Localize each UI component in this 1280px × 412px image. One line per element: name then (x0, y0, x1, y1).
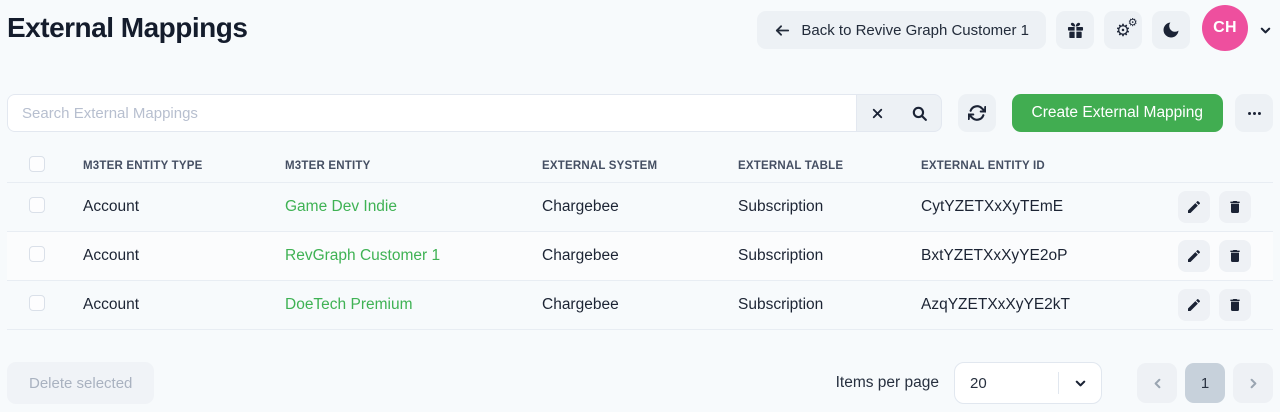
cogs-icon: ⚙ ⚙ (1115, 16, 1138, 40)
items-per-page-value: 20 (970, 374, 987, 392)
column-header-external-entity-id: EXTERNAL ENTITY ID (921, 160, 1045, 172)
column-header-entity: M3TER ENTITY (285, 160, 371, 172)
page-number-button[interactable]: 1 (1185, 363, 1225, 403)
back-button-label: Back to Revive Graph Customer 1 (801, 21, 1029, 39)
delete-button[interactable] (1219, 289, 1251, 321)
top-bar: External Mappings Back to Revive Graph C… (7, 0, 1273, 51)
toolbar: Create External Mapping (7, 94, 1273, 132)
chevron-left-icon (1150, 376, 1165, 391)
dark-mode-button[interactable] (1152, 11, 1190, 49)
row-checkbox[interactable] (29, 245, 45, 262)
cell-external-system: Chargebee (542, 296, 619, 313)
row-checkbox[interactable] (29, 196, 45, 213)
cell-external-table: Subscription (738, 247, 824, 264)
table-footer: Delete selected Items per page 20 1 (7, 362, 1273, 404)
top-actions: Back to Revive Graph Customer 1 ⚙ ⚙ (757, 5, 1273, 51)
items-per-page-select[interactable]: 20 (954, 362, 1102, 404)
cell-entity-link[interactable]: RevGraph Customer 1 (285, 247, 441, 264)
create-external-mapping-button[interactable]: Create External Mapping (1011, 94, 1223, 132)
items-per-page-label: Items per page (835, 374, 939, 391)
chevron-right-icon (1246, 376, 1261, 391)
ellipsis-icon (1246, 105, 1263, 122)
select-chevron-down-icon (1059, 376, 1101, 391)
edit-button[interactable] (1178, 289, 1210, 321)
delete-button[interactable] (1219, 191, 1251, 223)
pencil-icon (1186, 248, 1202, 264)
previous-page-button[interactable] (1137, 363, 1177, 403)
close-icon (870, 106, 885, 121)
user-menu-chevron-down-icon[interactable] (1258, 23, 1273, 38)
cell-external-table: Subscription (738, 296, 824, 313)
trash-icon (1227, 297, 1243, 313)
pagination: 1 (1137, 363, 1273, 403)
refresh-icon (967, 104, 986, 122)
cell-external-table: Subscription (738, 198, 824, 215)
trash-icon (1227, 248, 1243, 264)
gift-button[interactable] (1056, 11, 1094, 49)
footer-right: Items per page 20 1 (836, 362, 1273, 404)
table-row: Account RevGraph Customer 1 Chargebee Su… (7, 232, 1273, 281)
cell-external-system: Chargebee (542, 247, 619, 264)
select-divider (1058, 372, 1059, 394)
cell-entity-type: Account (83, 296, 140, 313)
pencil-icon (1186, 297, 1202, 313)
table-row: Account DoeTech Premium Chargebee Subscr… (7, 281, 1273, 330)
table-body: Account Game Dev Indie Chargebee Subscri… (7, 183, 1273, 330)
search-group (7, 94, 942, 132)
cell-entity-type: Account (83, 247, 140, 264)
column-header-external-table: EXTERNAL TABLE (738, 160, 844, 172)
settings-button[interactable]: ⚙ ⚙ (1104, 11, 1142, 49)
external-mappings-table: M3TER ENTITY TYPE M3TER ENTITY EXTERNAL … (7, 150, 1273, 330)
search-button[interactable] (899, 95, 941, 131)
table-header-row: M3TER ENTITY TYPE M3TER ENTITY EXTERNAL … (7, 150, 1273, 183)
more-options-button[interactable] (1235, 94, 1273, 132)
edit-button[interactable] (1178, 191, 1210, 223)
table-row: Account Game Dev Indie Chargebee Subscri… (7, 183, 1273, 232)
clear-search-button[interactable] (857, 95, 899, 131)
avatar-initials: CH (1213, 19, 1237, 36)
cell-external-entity-id: CytYZETXxXyTEmE (921, 198, 1064, 215)
cell-external-system: Chargebee (542, 198, 619, 215)
page-title: External Mappings (7, 12, 248, 43)
pencil-icon (1186, 199, 1202, 215)
delete-selected-button[interactable]: Delete selected (7, 362, 155, 404)
avatar[interactable]: CH (1202, 5, 1248, 51)
cell-entity-type: Account (83, 198, 140, 215)
cell-entity-link[interactable]: DoeTech Premium (285, 296, 413, 313)
cell-external-entity-id: AzqYZETXxXyYE2kT (921, 296, 1071, 313)
gift-icon (1066, 21, 1085, 40)
edit-button[interactable] (1178, 240, 1210, 272)
search-icon (911, 105, 928, 122)
cell-external-entity-id: BxtYZETXxXyYE2oP (921, 247, 1068, 264)
refresh-button[interactable] (957, 94, 996, 132)
row-checkbox[interactable] (29, 294, 45, 311)
next-page-button[interactable] (1233, 363, 1273, 403)
cell-entity-link[interactable]: Game Dev Indie (285, 198, 397, 215)
search-input[interactable] (8, 95, 857, 131)
back-button[interactable]: Back to Revive Graph Customer 1 (757, 11, 1046, 49)
moon-icon (1161, 20, 1181, 40)
select-all-checkbox[interactable] (29, 155, 45, 172)
column-header-external-system: EXTERNAL SYSTEM (542, 160, 658, 172)
column-header-entity-type: M3TER ENTITY TYPE (83, 160, 203, 172)
trash-icon (1227, 199, 1243, 215)
arrow-left-icon (774, 22, 791, 39)
delete-button[interactable] (1219, 240, 1251, 272)
